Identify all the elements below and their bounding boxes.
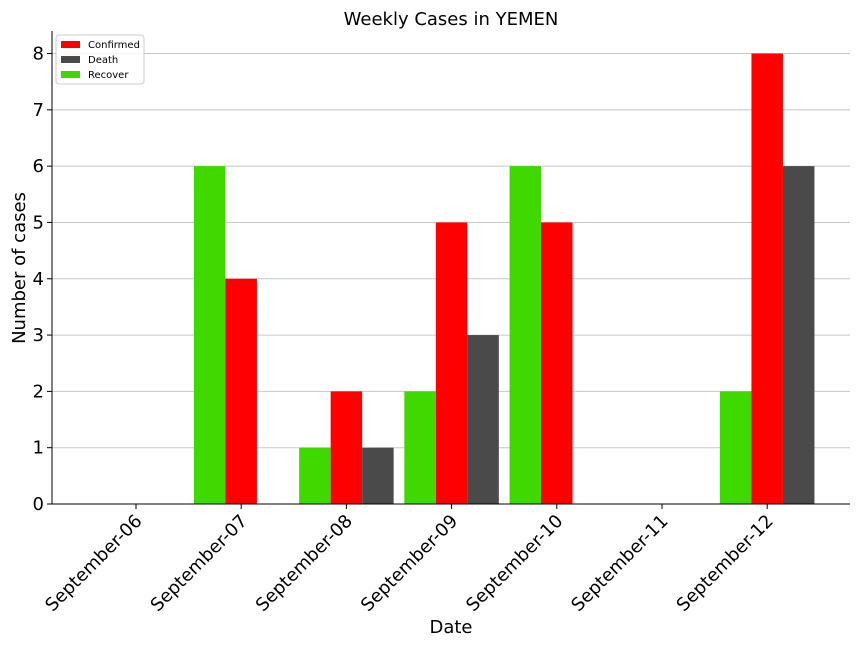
y-axis-ticks: 0 1 2 3 4 5 6 7 8 [33,44,52,515]
y-tick-label-0: 0 [33,494,44,515]
chart-title: Weekly Cases in YEMEN [344,9,559,30]
y-tick-label-8: 8 [33,44,44,65]
bar-recover-3 [404,391,436,504]
y-tick-label-1: 1 [33,438,44,459]
legend-swatch-confirmed [61,41,80,48]
bar-death-2 [362,447,394,504]
x-axis-ticks: September-06 September-07 September-08 Sept… [41,504,778,616]
y-tick-label-2: 2 [33,381,44,402]
y-tick-label-5: 5 [33,212,44,233]
x-tick-label-0: September-06 [41,511,146,616]
y-tick-label-3: 3 [33,325,44,346]
legend: Confirmed Death Recover [55,34,145,85]
bar-recover-1 [193,166,226,504]
x-axis-title: Date [429,617,472,638]
bar-recover-6 [719,391,752,504]
bar-confirmed-3 [435,222,468,504]
bar-death-6 [782,166,815,504]
bars [193,53,815,505]
bar-confirmed-2 [330,391,363,504]
legend-label-death: Death [88,55,118,66]
x-tick-label-2: September-08 [252,511,357,616]
legend-swatch-death [61,56,80,63]
x-tick-label-4: September-10 [462,511,567,616]
bar-confirmed-6 [751,53,783,505]
y-tick-label-7: 7 [33,100,44,121]
x-tick-label-5: September-11 [567,511,672,616]
legend-label-confirmed: Confirmed [88,40,140,51]
y-tick-label-6: 6 [33,156,44,177]
x-tick-label-3: September-09 [357,511,462,616]
x-tick-label-6: September-12 [673,511,778,616]
x-tick-label-1: September-07 [147,511,252,616]
y-tick-label-4: 4 [33,269,44,290]
legend-swatch-recover [61,71,80,78]
bar-death-3 [467,335,499,504]
bar-confirmed-4 [541,222,573,504]
legend-label-recover: Recover [88,70,129,81]
y-axis-title: Number of cases [9,192,30,344]
bar-confirmed-1 [225,278,257,504]
bar-recover-4 [509,166,542,504]
bar-recover-2 [299,447,331,504]
